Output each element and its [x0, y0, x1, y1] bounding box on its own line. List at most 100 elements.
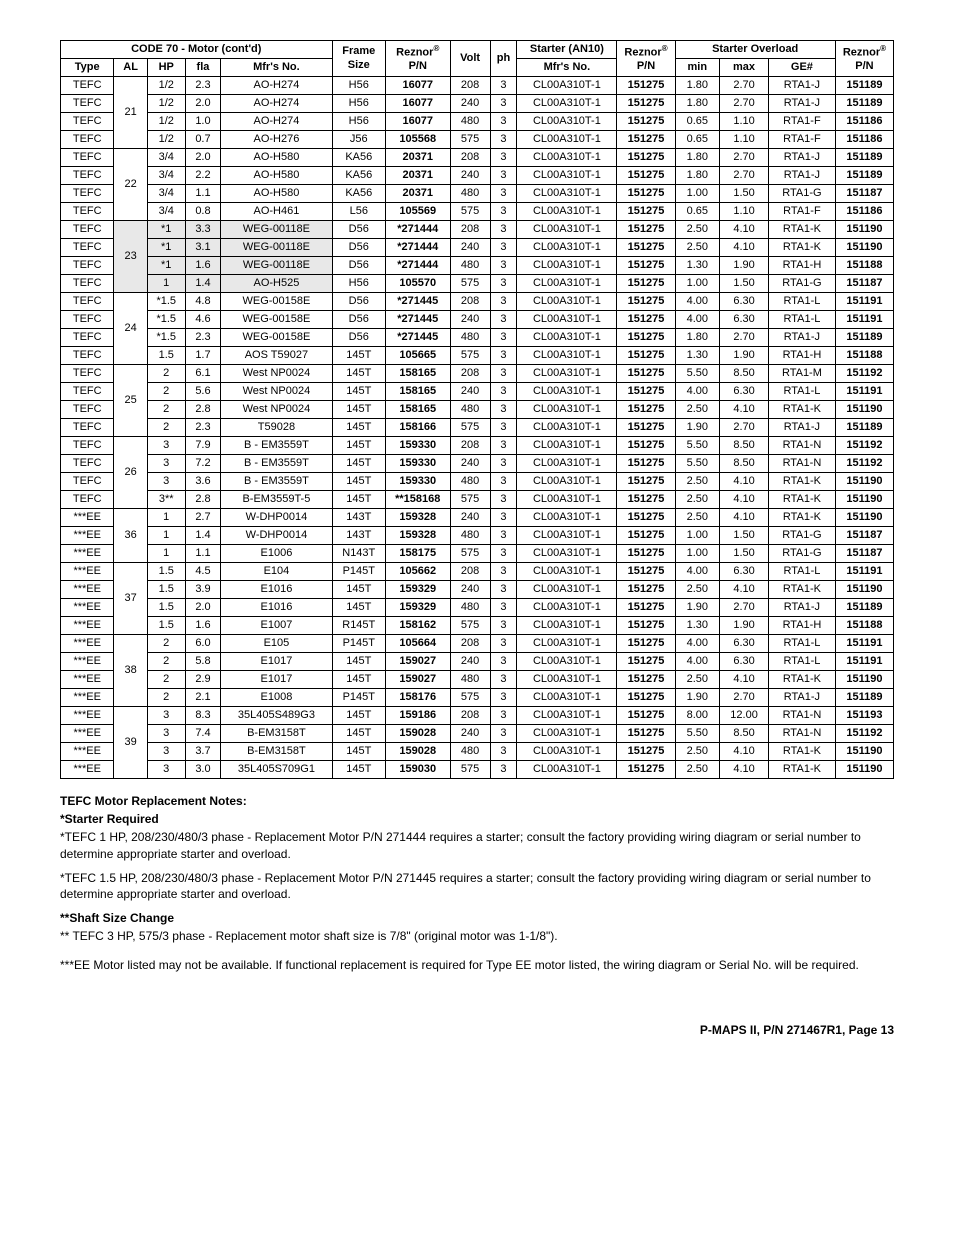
header-volt: Volt [450, 41, 490, 77]
cell: 240 [450, 167, 490, 185]
cell: 3 [490, 203, 517, 221]
cell-type: TEFC [61, 113, 114, 131]
table-row: ***EE3612.7W-DHP0014143T1593282403CL00A3… [61, 509, 894, 527]
cell: 575 [450, 419, 490, 437]
cell: KA56 [332, 167, 385, 185]
cell: 151275 [617, 329, 675, 347]
cell: 151189 [835, 167, 893, 185]
cell: 5.8 [185, 653, 221, 671]
table-row: TEFC22.3T59028145T1581665753CL00A310T-11… [61, 419, 894, 437]
cell: B-EM3559T-5 [221, 491, 332, 509]
cell: H56 [332, 275, 385, 293]
cell: 151189 [835, 599, 893, 617]
cell: CL00A310T-1 [517, 131, 617, 149]
cell: 240 [450, 455, 490, 473]
cell: E1017 [221, 671, 332, 689]
cell: 2.50 [675, 221, 720, 239]
cell: 145T [332, 473, 385, 491]
cell: 2.8 [185, 491, 221, 509]
cell: 3** [147, 491, 185, 509]
cell: 240 [450, 581, 490, 599]
cell: 159186 [385, 707, 450, 725]
table-row: ***EE33.7B-EM3158T145T1590284803CL00A310… [61, 743, 894, 761]
header-reznor-pn1: Reznor®P/N [385, 41, 450, 77]
cell: 151191 [835, 563, 893, 581]
cell: CL00A310T-1 [517, 401, 617, 419]
cell: RTA1-K [769, 671, 836, 689]
cell: 159328 [385, 509, 450, 527]
cell: 2.70 [720, 419, 769, 437]
cell: AO-H274 [221, 95, 332, 113]
cell: CL00A310T-1 [517, 95, 617, 113]
cell-type: ***EE [61, 707, 114, 725]
cell: 1.1 [185, 185, 221, 203]
cell: 105570 [385, 275, 450, 293]
cell: 2.3 [185, 77, 221, 95]
cell: 6.30 [720, 293, 769, 311]
cell: 1.4 [185, 275, 221, 293]
cell: D56 [332, 329, 385, 347]
cell: RTA1-G [769, 275, 836, 293]
cell: 2.70 [720, 599, 769, 617]
cell: W-DHP0014 [221, 509, 332, 527]
cell: 159328 [385, 527, 450, 545]
cell: 6.30 [720, 653, 769, 671]
cell: CL00A310T-1 [517, 653, 617, 671]
cell: RTA1-L [769, 383, 836, 401]
cell-type: TEFC [61, 311, 114, 329]
cell: 151275 [617, 347, 675, 365]
cell: 3 [490, 185, 517, 203]
table-row: TEFC1/20.7AO-H276J561055685753CL00A310T-… [61, 131, 894, 149]
cell: CL00A310T-1 [517, 419, 617, 437]
cell: 3 [490, 167, 517, 185]
cell: 6.30 [720, 635, 769, 653]
cell: RTA1-J [769, 419, 836, 437]
cell-type: TEFC [61, 401, 114, 419]
cell: 158165 [385, 365, 450, 383]
cell-type: ***EE [61, 653, 114, 671]
cell: 575 [450, 545, 490, 563]
cell: 480 [450, 329, 490, 347]
cell-al: 24 [114, 293, 147, 365]
cell: 151275 [617, 743, 675, 761]
cell: *271444 [385, 257, 450, 275]
cell-type: TEFC [61, 473, 114, 491]
header-min: min [675, 59, 720, 77]
cell: 3 [490, 419, 517, 437]
cell: CL00A310T-1 [517, 581, 617, 599]
cell: 7.2 [185, 455, 221, 473]
cell: 151190 [835, 491, 893, 509]
cell: RTA1-G [769, 527, 836, 545]
header-starter: Starter (AN10) [517, 41, 617, 59]
cell-type: TEFC [61, 257, 114, 275]
cell: 1.1 [185, 545, 221, 563]
cell: E104 [221, 563, 332, 581]
cell: 7.9 [185, 437, 221, 455]
cell: 12.00 [720, 707, 769, 725]
cell: 3 [490, 95, 517, 113]
header-motor-group: CODE 70 - Motor (cont'd) [61, 41, 333, 59]
cell: 151189 [835, 77, 893, 95]
table-row: TEFC3**2.8B-EM3559T-5145T**1581685753CL0… [61, 491, 894, 509]
cell: 1.80 [675, 329, 720, 347]
cell: 1.50 [720, 185, 769, 203]
table-row: TEFC2526.1West NP0024145T1581652083CL00A… [61, 365, 894, 383]
cell: 3 [490, 725, 517, 743]
cell: *1.5 [147, 311, 185, 329]
cell: 158176 [385, 689, 450, 707]
cell: CL00A310T-1 [517, 203, 617, 221]
cell: CL00A310T-1 [517, 617, 617, 635]
cell: 3 [490, 761, 517, 779]
cell: 480 [450, 113, 490, 131]
cell: 1.80 [675, 77, 720, 95]
cell: CL00A310T-1 [517, 77, 617, 95]
cell: 5.50 [675, 455, 720, 473]
cell: RTA1-K [769, 581, 836, 599]
cell: H56 [332, 95, 385, 113]
cell: 151187 [835, 527, 893, 545]
cell: 3 [490, 131, 517, 149]
cell: 1.00 [675, 275, 720, 293]
cell: CL00A310T-1 [517, 257, 617, 275]
cell: 3 [147, 725, 185, 743]
cell: 575 [450, 491, 490, 509]
